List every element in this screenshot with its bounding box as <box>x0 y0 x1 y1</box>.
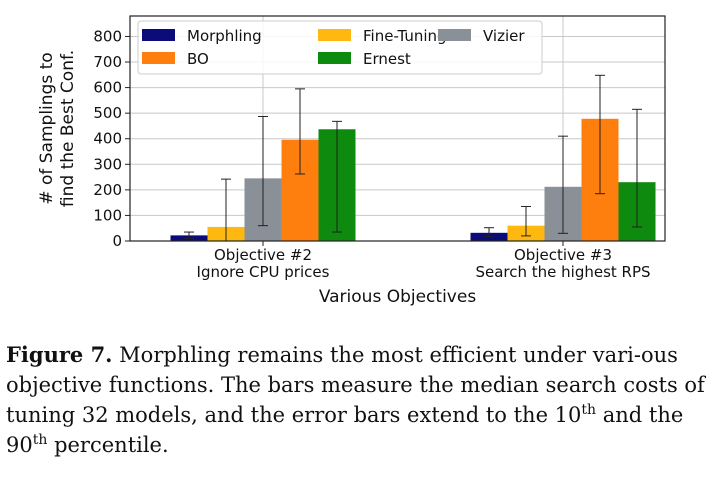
legend-swatch <box>142 29 175 41</box>
y-axis-label: # of Samplings to <box>37 52 57 204</box>
legend-label: Ernest <box>363 50 411 68</box>
caption-sup-1: th <box>581 402 597 418</box>
y-axis-label: find the Best Conf. <box>58 50 78 207</box>
caption-text-2: and the 90 <box>6 403 684 457</box>
legend-swatch <box>318 29 351 41</box>
caption-text-1: Morphling remains the most efficient und… <box>6 343 705 427</box>
legend-label: BO <box>187 50 209 68</box>
x-axis-label: Various Objectives <box>319 287 476 307</box>
legend-label: Vizier <box>483 27 525 45</box>
y-tick-label: 200 <box>93 181 122 199</box>
y-tick-label: 600 <box>93 79 122 97</box>
x-tick-label: Objective #3 <box>514 246 612 264</box>
caption-text-3: percentile. <box>47 433 169 457</box>
legend-swatch <box>142 52 175 64</box>
caption-sup-2: th <box>32 432 48 448</box>
figure-caption: Figure 7. Morphling remains the most eff… <box>6 340 712 460</box>
y-tick-label: 100 <box>93 206 122 224</box>
x-tick-label: Objective #2 <box>214 246 312 264</box>
chart-area: 0 100 200 300 400 500 600 700 800 Objective #2 Ign… <box>37 15 666 307</box>
y-tick-label: 800 <box>93 27 122 45</box>
x-tick-sublabel: Ignore CPU prices <box>197 263 330 281</box>
y-tick-label: 700 <box>93 53 122 71</box>
legend-label: Morphling <box>187 27 262 45</box>
y-tick-label: 0 <box>112 232 122 250</box>
bar-chart: 0 100 200 300 400 500 600 700 800 Objective #2Ign… <box>37 15 666 307</box>
y-tick-label: 300 <box>93 155 122 173</box>
legend-swatch <box>318 52 351 64</box>
y-tick-label: 400 <box>93 130 122 148</box>
figure-label: Figure 7. <box>6 342 113 367</box>
bar-morphling-2 <box>470 232 508 241</box>
plot-frame <box>129 15 666 242</box>
x-tick-sublabel: Search the highest RPS <box>475 263 650 281</box>
legend-swatch <box>438 29 471 41</box>
y-tick-label: 500 <box>93 104 122 122</box>
legend-label: Fine-Tuning <box>363 27 447 45</box>
